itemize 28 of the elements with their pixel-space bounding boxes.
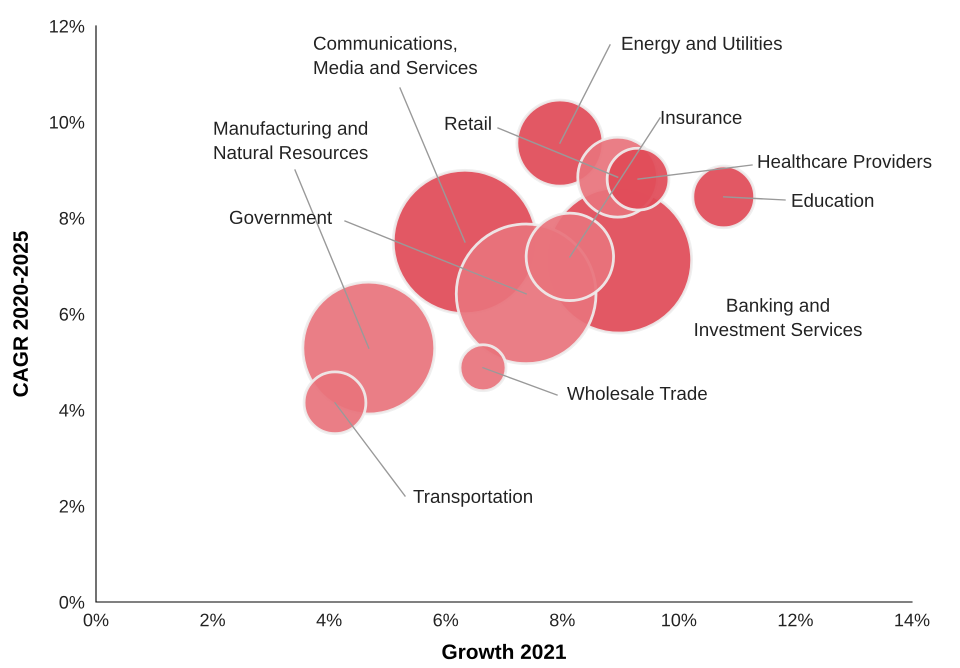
text: Education xyxy=(792,193,874,208)
text: Communications, Media and Services xyxy=(314,36,477,74)
text: Insurance xyxy=(662,110,742,124)
x-tick-label: 6% xyxy=(434,614,458,626)
y-tick-label: 8% xyxy=(60,212,84,225)
x-tick-label: 2% xyxy=(200,614,225,626)
x-tick-label: 12% xyxy=(778,614,813,626)
series-label: Banking and Investment Services xyxy=(695,298,862,336)
x-tick-label: 4% xyxy=(316,614,342,626)
y-tick-label: 10% xyxy=(50,116,84,129)
y-tick-label: 2% xyxy=(60,500,84,513)
x-tick-label: 10% xyxy=(662,614,696,626)
y-tick-label: 12% xyxy=(50,20,84,33)
text: Wholesale Trade xyxy=(567,386,707,400)
text: Transportation xyxy=(413,489,532,507)
y-tick-label: 4% xyxy=(59,404,84,417)
y-axis-title: CAGR 2020-2025 xyxy=(13,231,28,397)
y-tick-label: 0% xyxy=(60,596,84,609)
text: Healthcare Providers xyxy=(758,154,932,168)
x-tick-label: 0% xyxy=(84,614,108,626)
x-axis-title: Growth 2021 xyxy=(442,644,566,660)
x-tick-label: 14% xyxy=(895,614,930,626)
text: Government xyxy=(230,210,332,224)
y-tick-label: 6% xyxy=(60,308,84,321)
text: Energy and Utilities xyxy=(622,36,782,54)
x-tick-label: 8% xyxy=(550,614,575,626)
text: Manufacturing and Natural Resources xyxy=(214,121,368,160)
text: Retail xyxy=(446,116,491,130)
